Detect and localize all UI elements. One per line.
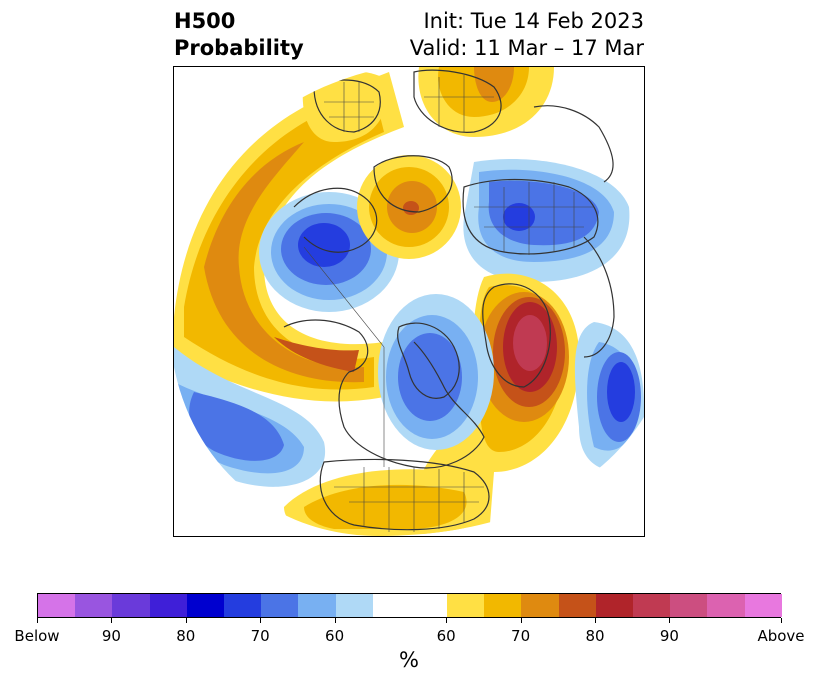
colorbar-swatch — [112, 594, 150, 617]
southern-us-ridge — [284, 469, 491, 536]
colorbar-tick-label: 70 — [250, 627, 270, 645]
colorbar-tick-label: 90 — [659, 627, 679, 645]
colorbar-tick — [595, 618, 596, 623]
central-pacific-trough — [174, 347, 326, 487]
colorbar-tick — [111, 618, 113, 623]
colorbar-swatch — [633, 594, 671, 617]
title-metric: Probability — [174, 36, 304, 60]
colorbar-swatch — [38, 594, 76, 617]
colorbar-tick — [185, 618, 187, 623]
date-info: Init: Tue 14 Feb 2023 Valid: 11 Mar – 17… — [410, 8, 644, 62]
scandinavia-ridge — [302, 67, 554, 142]
colorbar-tick — [669, 618, 671, 623]
colorbar-tick-label: 80 — [176, 627, 196, 645]
colorbar-tick — [781, 618, 782, 623]
siberia-trough — [463, 159, 630, 282]
init-date: Init: Tue 14 Feb 2023 — [423, 9, 644, 33]
colorbar-tick — [260, 618, 262, 623]
colorbar-tick-label: Above — [757, 627, 805, 645]
colorbar-swatch — [335, 594, 373, 617]
hudson-bay-trough — [378, 294, 494, 450]
greenland-ridge — [415, 273, 580, 536]
colorbar-swatch — [521, 594, 559, 617]
colorbar-tick-label: 60 — [325, 627, 345, 645]
colorbar-tick — [446, 618, 448, 623]
coastlines — [283, 69, 615, 531]
colorbar-swatch — [595, 594, 634, 617]
north-atlantic-trough — [574, 322, 644, 472]
colorbar-swatch — [670, 594, 708, 617]
colorbar-swatch — [149, 594, 187, 617]
north-pacific-arc — [174, 72, 404, 402]
colorbar-swatch — [484, 594, 522, 617]
colorbar-tick-label: 60 — [436, 627, 456, 645]
colorbar-tick — [37, 618, 38, 623]
title-variable: H500 — [174, 9, 236, 33]
colorbar-tick-label: Below — [14, 627, 60, 645]
chart-title: H500 Probability — [174, 8, 304, 62]
colorbar-swatch — [298, 594, 336, 617]
colorbar-swatch — [75, 594, 113, 617]
probability-map — [173, 66, 645, 537]
colorbar-tick-label: 80 — [585, 627, 605, 645]
colorbar-swatch — [447, 594, 485, 617]
colorbar-tick — [520, 618, 522, 623]
arctic-ridge — [357, 155, 461, 259]
colorbar-label: % — [399, 648, 419, 672]
political-borders — [303, 75, 594, 532]
colorbar-swatch — [186, 594, 224, 617]
colorbar-swatch — [261, 594, 299, 617]
colorbar-tick-label: 70 — [511, 627, 531, 645]
colorbar-swatch — [707, 594, 745, 617]
colorbar-swatch — [372, 594, 448, 617]
probability-colorbar — [37, 593, 782, 618]
colorbar-swatch — [223, 594, 262, 617]
colorbar-tick-label: 90 — [101, 627, 121, 645]
colorbar-tick — [334, 618, 336, 623]
colorbar-swatch — [558, 594, 596, 617]
valid-range: Valid: 11 Mar – 17 Mar — [409, 36, 644, 60]
colorbar-swatch — [744, 594, 782, 617]
